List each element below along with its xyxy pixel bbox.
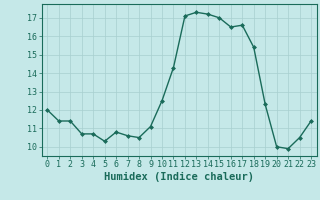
X-axis label: Humidex (Indice chaleur): Humidex (Indice chaleur) <box>104 172 254 182</box>
